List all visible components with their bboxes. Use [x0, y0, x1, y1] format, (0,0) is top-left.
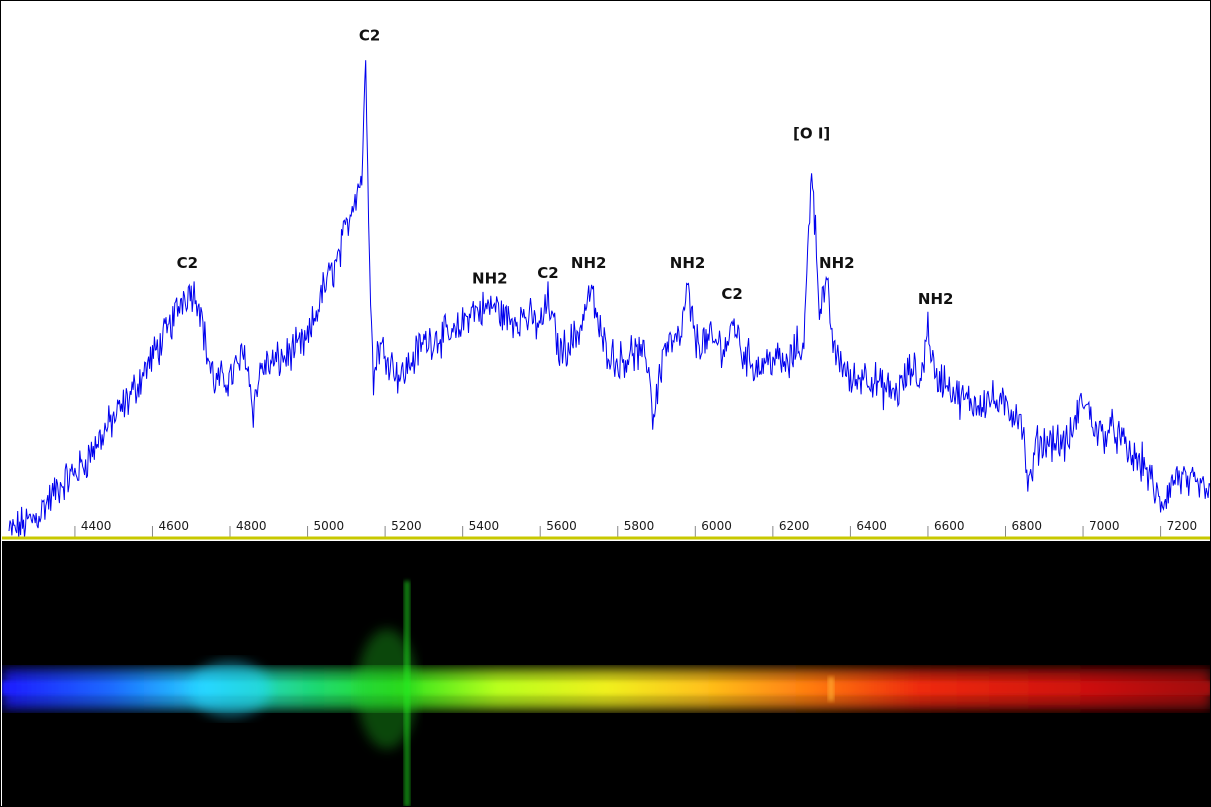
- emission-line-label: NH2: [472, 269, 508, 287]
- x-tick-label: 6400: [856, 519, 887, 533]
- x-tick-label: 6200: [779, 519, 810, 533]
- spectrum-line: [8, 60, 1210, 539]
- emission-line-label: C2: [537, 264, 558, 282]
- emission-line-label: C2: [721, 285, 742, 303]
- spectrum-plot: C2 C2 NH2 C2 NH2 NH2 C2 [O I] NH2 NH2 4400 4600 480…: [2, 26, 1210, 540]
- x-tick-label: 6000: [701, 519, 732, 533]
- x-tick-label: 4800: [236, 519, 267, 533]
- x-tick-label: 6600: [934, 519, 965, 533]
- x-tick-label: 5600: [546, 519, 577, 533]
- x-tick-label: 5400: [469, 519, 500, 533]
- x-tick-label: 4600: [158, 519, 189, 533]
- spectrum-line-layer: [8, 60, 1210, 539]
- emission-line-label: NH2: [819, 254, 855, 272]
- emission-line-label: [O I]: [793, 125, 830, 143]
- emission-line-label: NH2: [571, 254, 607, 272]
- annotations: C2 C2 NH2 C2 NH2 NH2 C2 [O I] NH2 NH2: [177, 26, 954, 308]
- x-tick-label: 7200: [1167, 519, 1198, 533]
- x-tick-label: 5200: [391, 519, 422, 533]
- x-axis-ticks: 4400 4600 4800 5000 5200 5400 5600 5800 6000 6200…: [74, 519, 1198, 538]
- emission-line-label: NH2: [918, 290, 954, 308]
- x-tick-label: 5800: [624, 519, 655, 533]
- x-tick-label: 7000: [1089, 519, 1120, 533]
- rainbow-spectrum-strip: [2, 581, 1210, 806]
- x-tick-label: 4400: [81, 519, 112, 533]
- emission-line-label: C2: [177, 254, 198, 272]
- x-tick-label: 5000: [314, 519, 345, 533]
- spectrum-image: [2, 541, 1210, 806]
- emission-line-label: NH2: [670, 254, 706, 272]
- x-tick-label: 6800: [1011, 519, 1042, 533]
- emission-line-label: C2: [359, 26, 380, 44]
